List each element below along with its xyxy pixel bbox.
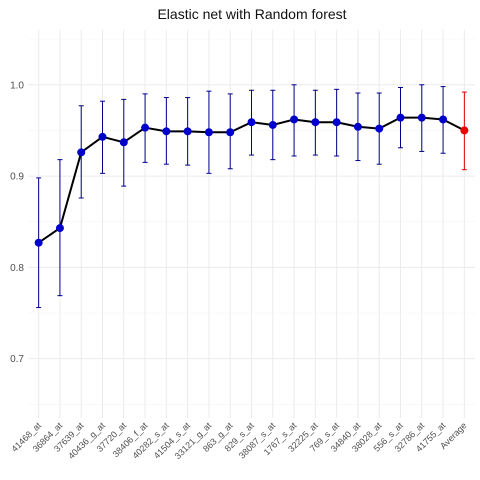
x-axis-tick-labels: 41468_at36864_at37639_at40436_g_at37720_… [9,420,468,461]
data-point [55,224,64,233]
data-point [183,127,192,136]
y-tick-label: 0.7 [10,354,24,365]
grid-lines [28,30,475,418]
data-point [375,124,384,133]
data-point [141,123,150,132]
data-point [353,122,362,131]
y-tick-label: 0.8 [10,263,24,274]
data-point [311,118,320,127]
data-point [396,113,405,122]
data-point [204,128,213,137]
data-point [439,115,448,124]
data-point [77,148,86,157]
data-point [119,138,128,147]
chart-title: Elastic net with Random forest [157,6,346,22]
data-point [290,115,299,124]
average-point [460,126,469,135]
data-point [162,127,171,136]
mean-points [34,113,469,247]
y-axis-tick-labels: 0.7 0.8 0.9 1.0 [10,80,24,365]
data-point [268,120,277,129]
data-point [332,118,341,127]
data-point [417,113,426,122]
data-point [247,118,256,127]
data-point [34,238,43,247]
data-point [226,128,235,137]
data-point [98,132,107,141]
y-tick-label: 1.0 [10,80,24,91]
y-tick-label: 0.9 [10,172,24,183]
